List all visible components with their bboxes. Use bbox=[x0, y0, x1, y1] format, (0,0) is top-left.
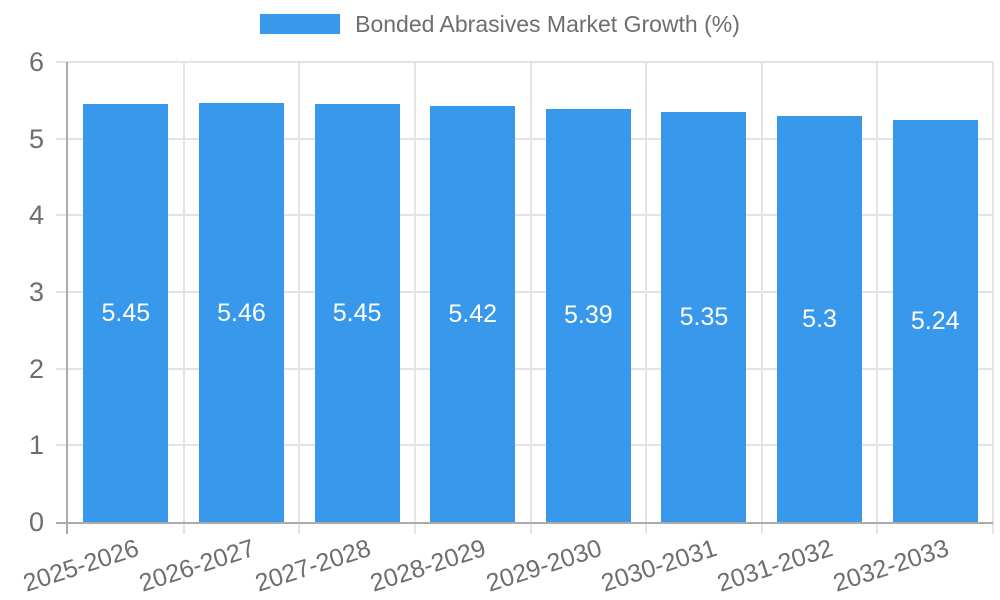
x-axis-label: 2029-2030 bbox=[482, 534, 605, 598]
h-gridline bbox=[56, 367, 993, 370]
y-tick-label: 0 bbox=[28, 507, 44, 537]
x-axis-label: 2028-2029 bbox=[366, 534, 490, 598]
bar-value-label: 5.3 bbox=[802, 304, 837, 333]
y-tick-label: 2 bbox=[28, 353, 44, 384]
x-axis-label: 2027-2028 bbox=[251, 534, 374, 598]
bar-value-label: 5.45 bbox=[332, 299, 382, 328]
bar bbox=[892, 120, 978, 522]
bar bbox=[430, 106, 516, 522]
y-tick-label: 1 bbox=[28, 430, 44, 461]
x-axis-label: 2031-2032 bbox=[713, 534, 837, 598]
h-gridline bbox=[56, 291, 993, 293]
bar bbox=[198, 103, 284, 522]
y-tick-label: 6 bbox=[28, 47, 44, 77]
bar bbox=[314, 104, 400, 522]
chart-legend: Bonded Abrasives Market Growth (%) bbox=[0, 0, 1000, 48]
bar bbox=[83, 104, 169, 522]
x-axis-label: 2026-2027 bbox=[135, 534, 259, 598]
v-gridline bbox=[992, 62, 994, 534]
v-gridline bbox=[529, 62, 532, 534]
y-axis-line bbox=[66, 62, 68, 534]
h-gridline bbox=[56, 444, 993, 447]
x-axis-label: 2030-2031 bbox=[598, 534, 721, 598]
v-gridline bbox=[298, 62, 301, 534]
bar-value-label: 5.46 bbox=[217, 298, 266, 327]
bar bbox=[661, 111, 747, 522]
h-gridline bbox=[56, 137, 993, 140]
bar bbox=[545, 108, 631, 522]
v-gridline bbox=[876, 62, 879, 534]
h-gridline bbox=[56, 214, 993, 217]
y-tick-label: 5 bbox=[28, 123, 44, 154]
x-axis-label: 2032-2033 bbox=[829, 534, 952, 598]
bar-value-label: 5.39 bbox=[563, 301, 613, 330]
bar-value-label: 5.42 bbox=[448, 300, 498, 329]
h-gridline bbox=[56, 61, 993, 63]
y-tick-label: 3 bbox=[28, 277, 44, 307]
bar-value-label: 5.24 bbox=[910, 307, 960, 336]
bar-value-label: 5.35 bbox=[679, 302, 729, 331]
x-axis-line bbox=[56, 522, 993, 524]
v-gridline bbox=[760, 62, 763, 534]
v-gridline bbox=[645, 62, 648, 534]
y-tick-label: 4 bbox=[28, 200, 44, 231]
legend-label: Bonded Abrasives Market Growth (%) bbox=[355, 10, 740, 37]
bar-value-label: 5.45 bbox=[101, 299, 151, 328]
v-gridline bbox=[413, 62, 416, 534]
bar bbox=[777, 115, 863, 522]
x-axis-label: 2025-2026 bbox=[20, 534, 143, 598]
legend-swatch-icon bbox=[260, 14, 341, 34]
v-gridline bbox=[182, 62, 185, 534]
